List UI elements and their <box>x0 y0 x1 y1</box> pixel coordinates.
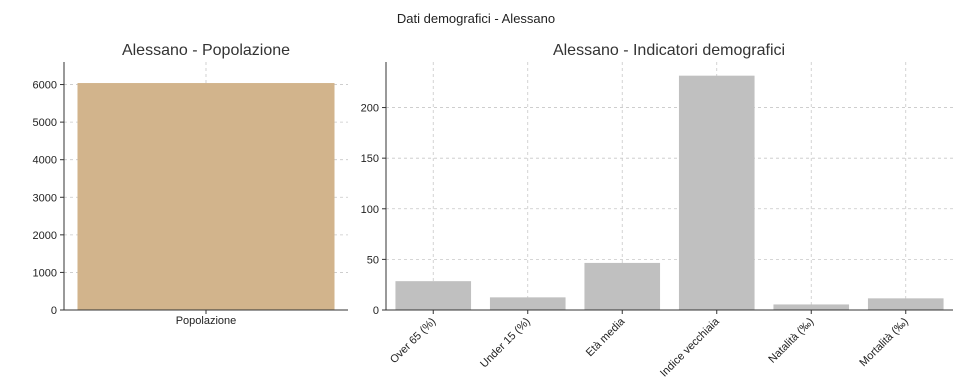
population-ytick-label: 4000 <box>33 155 57 167</box>
indicators-chart: Alessano - Indicatori demografici 0 50 100… <box>361 42 953 379</box>
population-ytick-label: 5000 <box>33 117 57 129</box>
indicators-xtick-label: Età media <box>584 315 628 359</box>
indicators-bar <box>395 281 472 310</box>
indicators-xtick-label: Over 65 (%) <box>388 316 438 366</box>
population-ytick-label: 3000 <box>33 192 57 204</box>
population-bar <box>77 83 335 311</box>
population-chart: Alessano - Popolazione 0 1000 2000 3000 4000… <box>33 42 348 327</box>
population-ytick-label: 2000 <box>33 230 57 242</box>
population-ytick-label: 0 <box>51 305 57 317</box>
indicators-bar <box>867 298 944 310</box>
indicators-bar <box>773 304 850 310</box>
population-xtick-label: Popolazione <box>176 315 237 327</box>
indicators-ytick-label: 150 <box>361 153 379 165</box>
indicators-xtick-label: Indice vecchiaia <box>658 315 722 379</box>
indicators-bar <box>678 75 755 310</box>
indicators-xtick-label: Mortalità (‰) <box>857 316 910 369</box>
indicators-ytick-label: 0 <box>373 305 379 317</box>
indicators-bar <box>489 297 566 310</box>
population-ytick-label: 1000 <box>33 267 57 279</box>
indicators-ytick-label: 100 <box>361 204 379 216</box>
population-chart-title: Alessano - Popolazione <box>122 42 290 59</box>
indicators-chart-title: Alessano - Indicatori demografici <box>553 42 785 59</box>
figure-title: Dati demografici - Alessano <box>397 11 555 26</box>
indicators-xtick-label: Natalità (‰) <box>766 316 816 366</box>
indicators-ytick-label: 200 <box>361 103 379 115</box>
population-ytick-label: 6000 <box>33 80 57 92</box>
indicators-bar <box>584 262 661 310</box>
indicators-xtick-label: Under 15 (%) <box>478 316 533 371</box>
indicators-ytick-label: 50 <box>367 254 379 266</box>
